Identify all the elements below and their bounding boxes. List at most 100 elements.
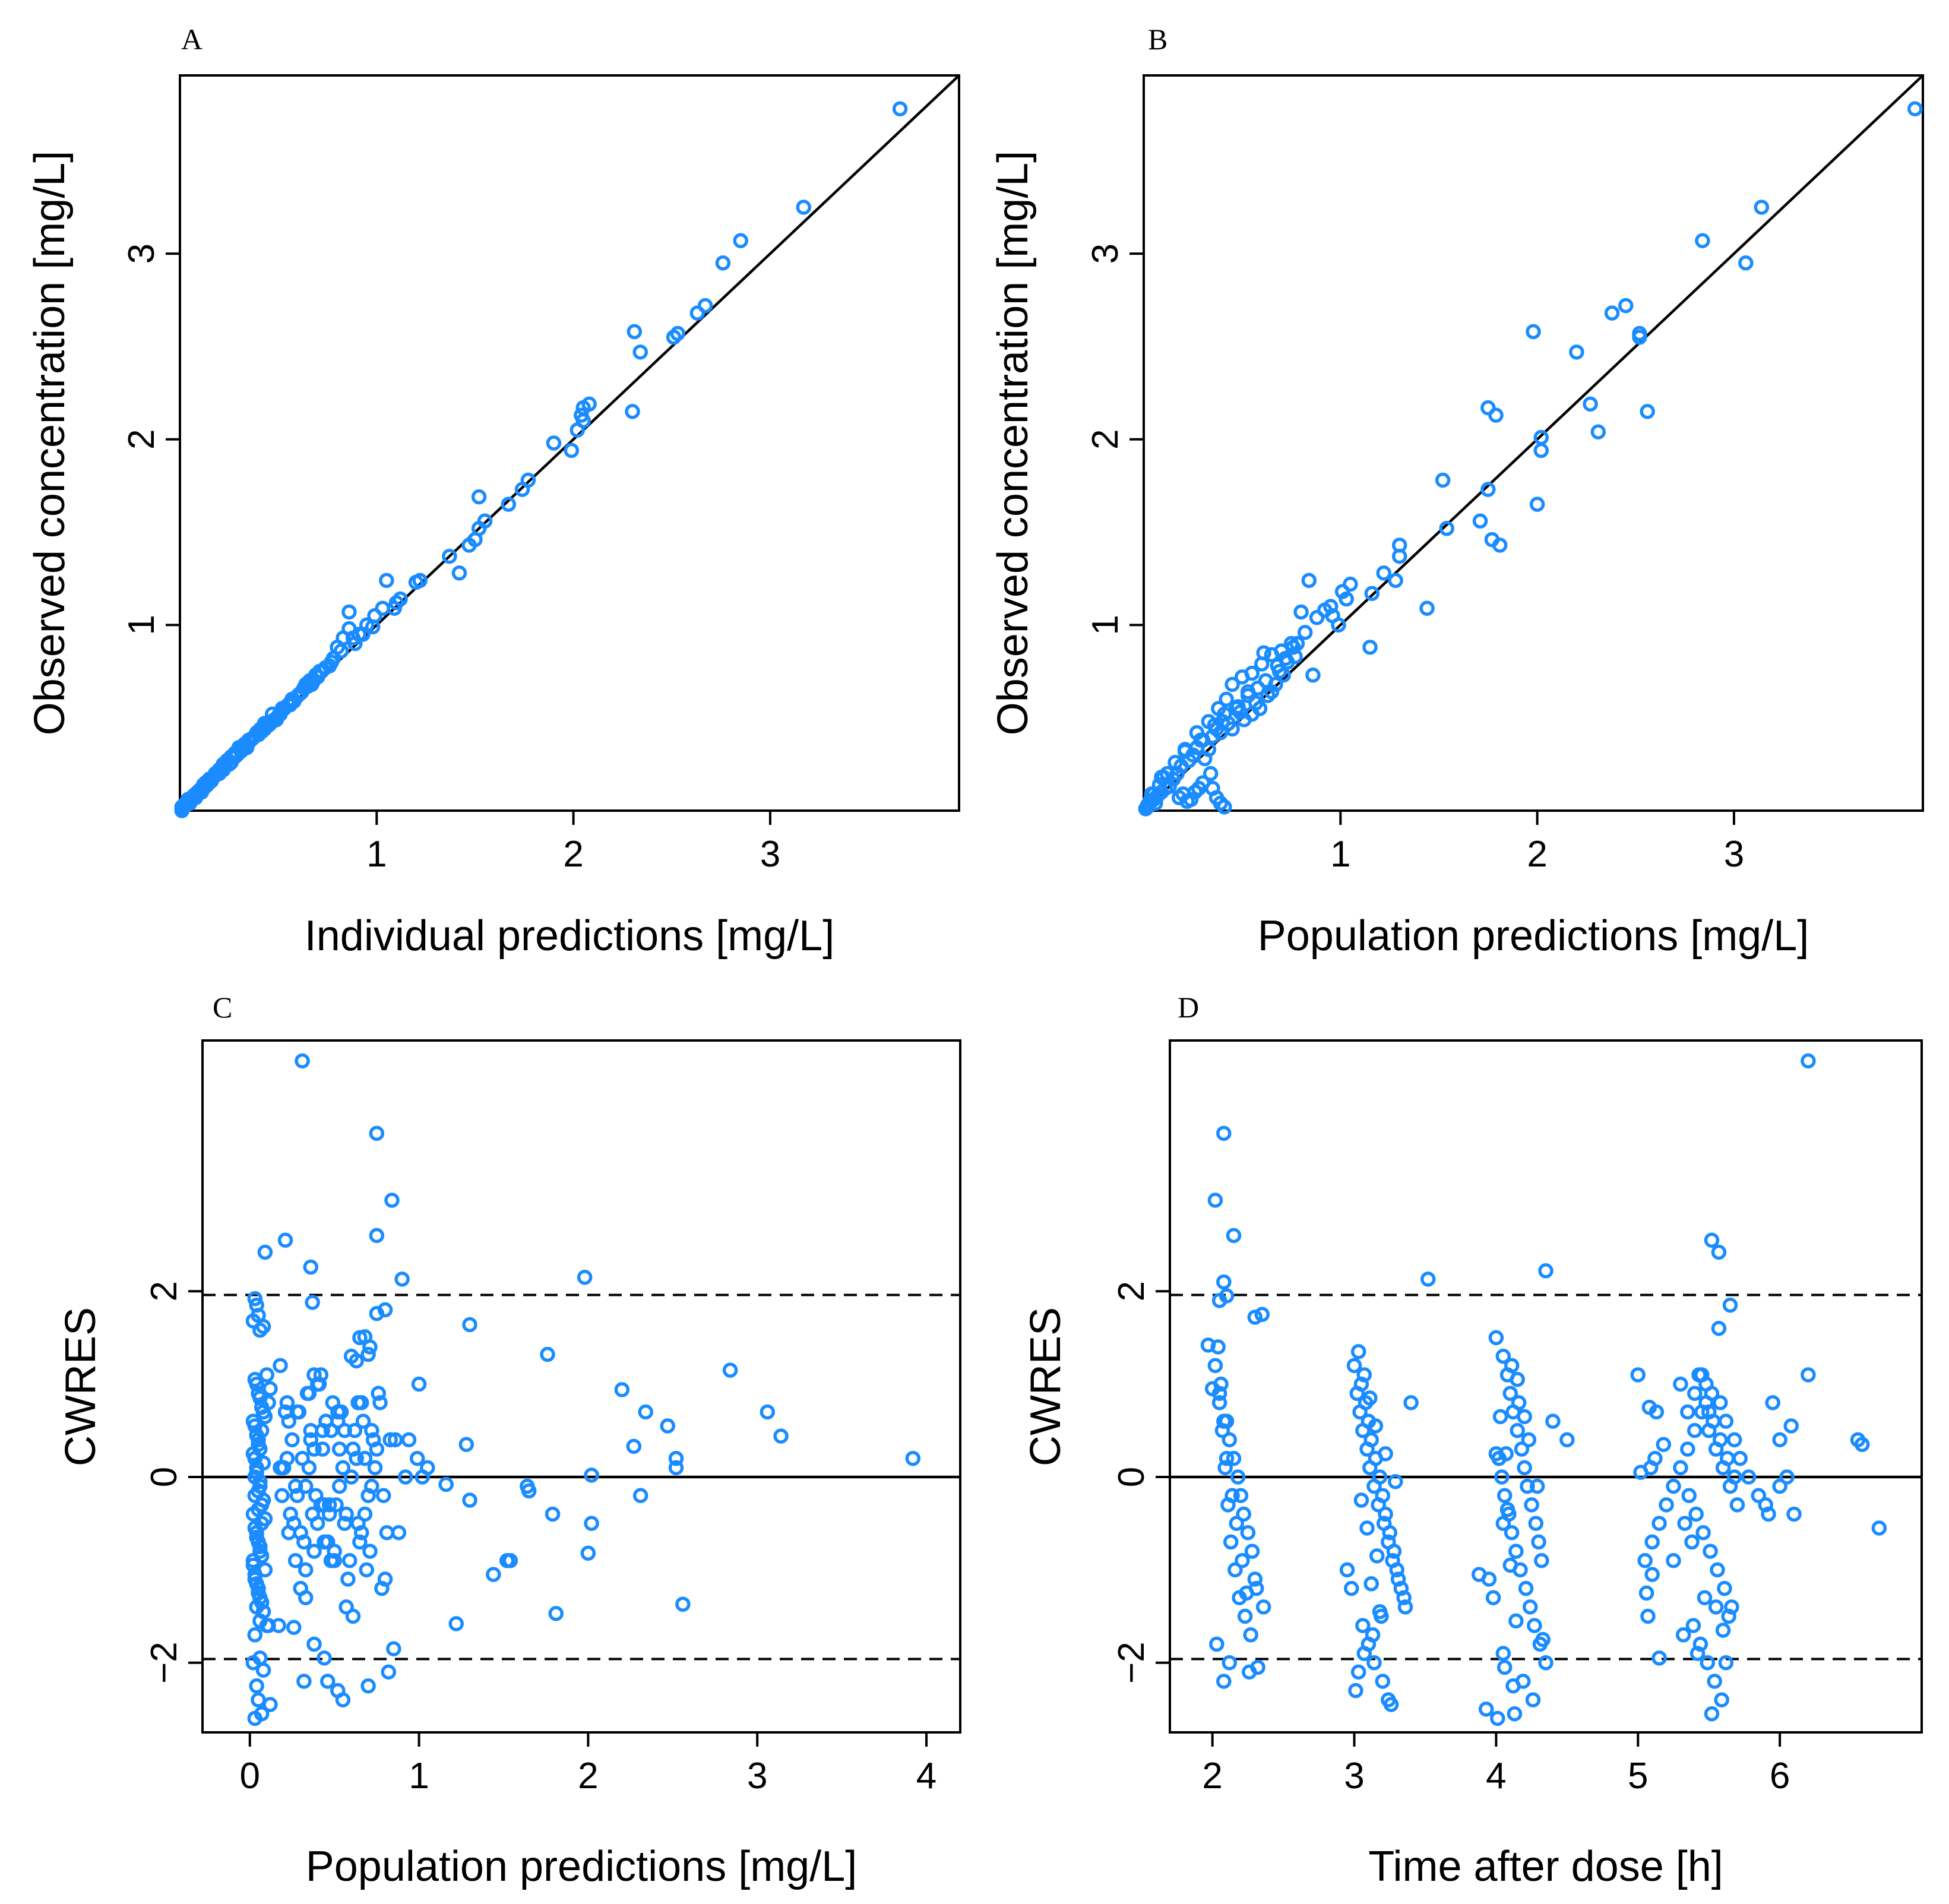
panel-a-point bbox=[892, 101, 908, 117]
panel-d-point bbox=[1502, 1386, 1518, 1401]
panel-d-point bbox=[1366, 1655, 1382, 1671]
panel-c-point bbox=[247, 1291, 263, 1307]
panel-c-point bbox=[360, 1678, 376, 1694]
panel-d-point bbox=[1222, 1655, 1238, 1671]
panel-a-point bbox=[796, 200, 812, 215]
panel-a-point bbox=[300, 678, 316, 694]
panel-d-point bbox=[1243, 1627, 1258, 1643]
panel-d-point bbox=[1233, 1488, 1249, 1503]
panel-b-point bbox=[1167, 754, 1183, 770]
panel-d-point bbox=[1498, 1446, 1514, 1462]
panel-d-point bbox=[1378, 1446, 1393, 1462]
panel-c-point bbox=[353, 1525, 369, 1541]
panel-b-point bbox=[1738, 255, 1754, 271]
panel-c-point bbox=[320, 1674, 336, 1689]
panel-b-point bbox=[1590, 424, 1606, 439]
panel-b-point bbox=[1376, 565, 1391, 581]
panel-d-point bbox=[1520, 1478, 1535, 1494]
panel-c-point bbox=[355, 1413, 371, 1429]
panel-c-point bbox=[331, 1441, 347, 1457]
panel-c-point bbox=[377, 1571, 393, 1587]
panel-c-xtick-label-3: 3 bbox=[747, 1756, 767, 1797]
panel-b-point bbox=[1334, 584, 1350, 599]
panel-d-point bbox=[1720, 1450, 1735, 1466]
panel-d-xtick-label-2: 4 bbox=[1486, 1756, 1506, 1797]
panel-c-ytick-label-2: 2 bbox=[144, 1281, 185, 1301]
panel-d-point bbox=[1538, 1655, 1553, 1671]
panel-d-point bbox=[1235, 1552, 1250, 1568]
panel-d-point bbox=[1741, 1469, 1757, 1485]
panel-c-point bbox=[251, 1432, 266, 1448]
panel-a-point bbox=[292, 686, 308, 701]
panel-b: B 1 2 3 1 2 3 Population predictions [mg/L] O… bbox=[989, 23, 1924, 960]
panel-d-point bbox=[1871, 1520, 1887, 1536]
panel-c-plot-frame bbox=[201, 1039, 961, 1734]
panel-c-point bbox=[249, 1599, 264, 1615]
panel-c-point bbox=[286, 1620, 302, 1636]
panel-d-point bbox=[1651, 1516, 1667, 1531]
panel-d-xtick-label-1: 3 bbox=[1344, 1756, 1364, 1797]
panel-d-point bbox=[1368, 1418, 1384, 1434]
panel-c-point bbox=[287, 1478, 303, 1494]
panel-d-point bbox=[1801, 1053, 1816, 1069]
panel-c-point bbox=[330, 1682, 346, 1699]
panel-a-point bbox=[341, 604, 357, 620]
panel-d-point bbox=[1362, 1460, 1378, 1476]
panel-d-point bbox=[1698, 1395, 1714, 1410]
panel-d-point bbox=[1687, 1423, 1703, 1438]
panel-d-point bbox=[1225, 1488, 1240, 1503]
panel-b-point bbox=[1618, 298, 1634, 314]
panel-d-point bbox=[1346, 1358, 1362, 1374]
panel-c-point bbox=[249, 1529, 264, 1545]
panel-d-point bbox=[1732, 1450, 1748, 1466]
panel-a-point bbox=[697, 298, 713, 314]
panel-a-point bbox=[451, 565, 467, 581]
panel-d-point bbox=[1355, 1618, 1371, 1633]
panel-a-ytick-label-2: 3 bbox=[121, 243, 162, 264]
panel-c-point bbox=[298, 1478, 314, 1494]
panel-c-points bbox=[245, 1053, 920, 1726]
panel-d-xtick-label-3: 5 bbox=[1628, 1756, 1648, 1797]
panel-d-point bbox=[1518, 1580, 1534, 1596]
panel-d-point bbox=[1504, 1525, 1520, 1541]
panel-d-point bbox=[1656, 1437, 1672, 1452]
panel-d-point bbox=[1217, 1460, 1233, 1476]
panel-d-point bbox=[1242, 1664, 1257, 1680]
panel-b-ylabel: Observed concentration [mg/L] bbox=[989, 151, 1037, 736]
panel-d-point bbox=[1779, 1469, 1795, 1485]
panel-d-point bbox=[1758, 1497, 1773, 1513]
panel-b-point bbox=[1583, 396, 1598, 412]
panel-b-identity-line bbox=[1143, 74, 1924, 812]
panel-c-point bbox=[369, 1441, 385, 1457]
panel-d-point bbox=[1695, 1525, 1711, 1541]
panel-d-point bbox=[1505, 1678, 1521, 1694]
panel-c-point bbox=[411, 1376, 427, 1392]
panel-b-xlabel: Population predictions [mg/L] bbox=[1258, 912, 1809, 960]
panel-d-point bbox=[1378, 1506, 1393, 1522]
panel-c-point bbox=[271, 1618, 286, 1633]
panel-a-point bbox=[632, 344, 648, 360]
panel-d-point bbox=[1854, 1437, 1870, 1452]
panel-a-point bbox=[564, 442, 580, 458]
panel-d-point bbox=[1521, 1432, 1537, 1448]
panel-c-point bbox=[247, 1488, 263, 1503]
panel-d-point bbox=[1350, 1664, 1366, 1680]
panel-b-point bbox=[1632, 330, 1647, 345]
panel-d-point bbox=[1227, 1562, 1243, 1578]
panel-d-point bbox=[1507, 1706, 1523, 1722]
panel-a-point bbox=[733, 233, 748, 248]
panel-c-point bbox=[382, 1432, 398, 1448]
panel-d-point bbox=[1706, 1413, 1721, 1429]
panel-d-point bbox=[1216, 1274, 1232, 1290]
panel-b-point bbox=[1244, 665, 1260, 681]
panel-c-point bbox=[301, 1460, 317, 1476]
panel-b-point bbox=[1388, 573, 1403, 589]
panel-a-xtick-label-0: 1 bbox=[366, 834, 387, 875]
panel-c-point bbox=[247, 1571, 263, 1587]
panel-d-point bbox=[1688, 1506, 1704, 1522]
panel-c-point bbox=[668, 1460, 684, 1476]
panel-c-point bbox=[303, 1259, 319, 1275]
panel-d-point bbox=[1681, 1488, 1697, 1503]
panel-d-point bbox=[1680, 1404, 1695, 1420]
